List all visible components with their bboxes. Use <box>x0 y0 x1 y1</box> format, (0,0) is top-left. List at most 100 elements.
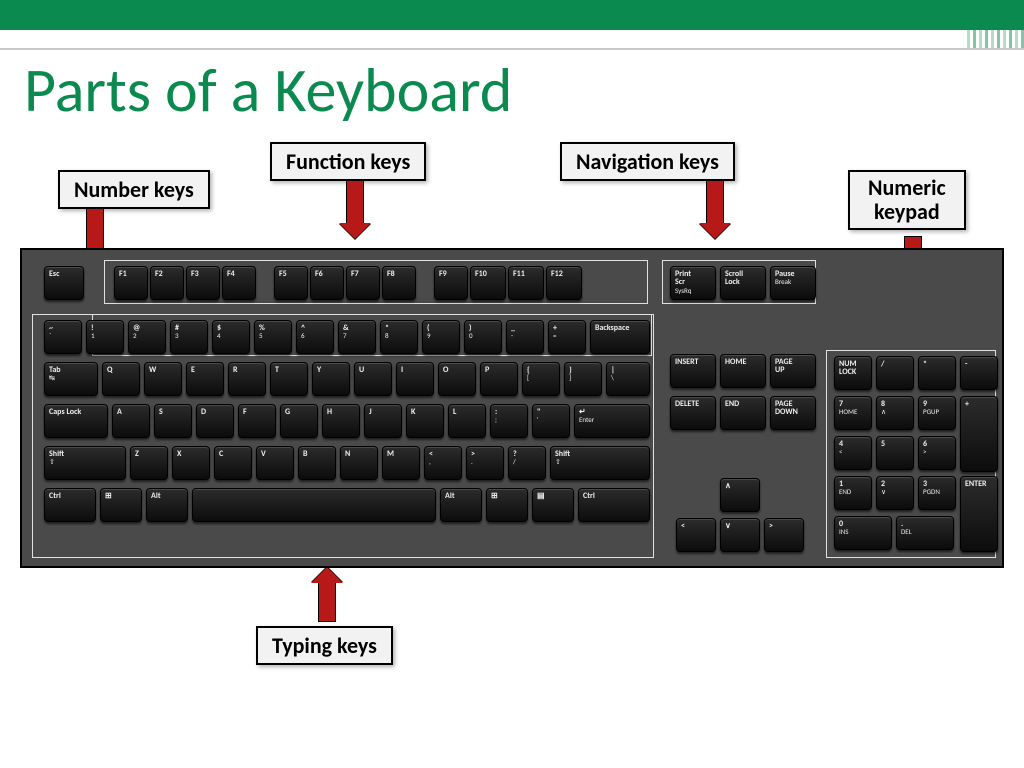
header-underline <box>0 48 1024 50</box>
key: F4 <box>222 266 256 300</box>
key: Z <box>130 446 168 480</box>
key: Caps Lock <box>44 404 108 438</box>
key: 7HOME <box>834 396 872 430</box>
key: ∧ <box>720 478 760 512</box>
key: Tab↹ <box>44 362 98 396</box>
key: Alt <box>440 488 482 522</box>
key: |\ <box>606 362 650 396</box>
key: < <box>676 518 716 552</box>
key: F <box>238 404 276 438</box>
key <box>192 488 436 522</box>
arrow-typing-keys <box>318 582 336 622</box>
key: ^6 <box>296 320 334 354</box>
key: :; <box>490 404 528 438</box>
key: 9PGUP <box>918 396 956 430</box>
key: D <box>196 404 234 438</box>
key: @2 <box>128 320 166 354</box>
key: 2∨ <box>876 476 914 510</box>
key: ~` <box>44 320 82 354</box>
key: += <box>548 320 586 354</box>
key: G <box>280 404 318 438</box>
key: F12 <box>546 266 582 300</box>
key: ENTER <box>960 476 998 552</box>
key: F3 <box>186 266 220 300</box>
key: .DEL <box>896 516 954 550</box>
key: H <box>322 404 360 438</box>
key: END <box>720 396 766 430</box>
key: *8 <box>380 320 418 354</box>
key: ⊞ <box>100 488 142 522</box>
key: T <box>270 362 308 396</box>
key: * <box>918 356 956 390</box>
key: > <box>764 518 804 552</box>
key: S <box>154 404 192 438</box>
key: 6> <box>918 436 956 470</box>
key: 8∧ <box>876 396 914 430</box>
key: Esc <box>44 266 84 300</box>
key: F6 <box>310 266 344 300</box>
key: 5 <box>876 436 914 470</box>
key: U <box>354 362 392 396</box>
label-function-keys: Function keys <box>270 142 426 181</box>
key: N <box>340 446 378 480</box>
key: "' <box>532 404 570 438</box>
key: INSERT <box>670 354 716 388</box>
key: (9 <box>422 320 460 354</box>
key: B <box>298 446 336 480</box>
key: )0 <box>464 320 502 354</box>
key: &7 <box>338 320 376 354</box>
key: Alt <box>146 488 188 522</box>
key: F11 <box>508 266 544 300</box>
key: - <box>960 356 998 390</box>
key: HOME <box>720 354 766 388</box>
header-bar <box>0 0 1024 30</box>
key: PauseBreak <box>770 266 816 300</box>
key: F8 <box>382 266 416 300</box>
key: P <box>480 362 518 396</box>
key: O <box>438 362 476 396</box>
key: PAGEUP <box>770 354 816 388</box>
key: F2 <box>150 266 184 300</box>
key: Y <box>312 362 350 396</box>
key: Shift⇧ <box>550 446 650 480</box>
arrow-navigation-keys <box>706 180 724 224</box>
key: F7 <box>346 266 380 300</box>
key: X <box>172 446 210 480</box>
key: 1END <box>834 476 872 510</box>
key: PrintScrSysRq <box>670 266 716 300</box>
label-typing-keys: Typing keys <box>256 626 393 665</box>
key: #3 <box>170 320 208 354</box>
key: F9 <box>434 266 468 300</box>
key: PAGEDOWN <box>770 396 816 430</box>
key: Q <box>102 362 140 396</box>
key: F5 <box>274 266 308 300</box>
key: ∨ <box>720 518 760 552</box>
key: + <box>960 396 998 472</box>
key: 0INS <box>834 516 892 550</box>
key: Ctrl <box>44 488 96 522</box>
label-navigation-keys: Navigation keys <box>560 142 735 181</box>
key: ⊞ <box>486 488 528 522</box>
key: ?/ <box>508 446 546 480</box>
keyboard-diagram: EscF1F2F3F4F5F6F7F8F9F10F11F12PrintScrSy… <box>20 248 1004 568</box>
key: M <box>382 446 420 480</box>
key: K <box>406 404 444 438</box>
key: A <box>112 404 150 438</box>
key: V <box>256 446 294 480</box>
key: R <box>228 362 266 396</box>
key: NUMLOCK <box>834 356 872 390</box>
key: W <box>144 362 182 396</box>
key: I <box>396 362 434 396</box>
label-number-keys: Number keys <box>58 170 210 209</box>
key: 4< <box>834 436 872 470</box>
key: / <box>876 356 914 390</box>
key: Ctrl <box>578 488 650 522</box>
key: ScrollLock <box>720 266 766 300</box>
key: C <box>214 446 252 480</box>
page-title: Parts of a Keyboard <box>24 52 512 128</box>
diagram-stage: Function keys Navigation keys Number key… <box>0 140 1024 768</box>
key: %5 <box>254 320 292 354</box>
key: !1 <box>86 320 124 354</box>
key: E <box>186 362 224 396</box>
arrow-function-keys <box>346 180 364 224</box>
